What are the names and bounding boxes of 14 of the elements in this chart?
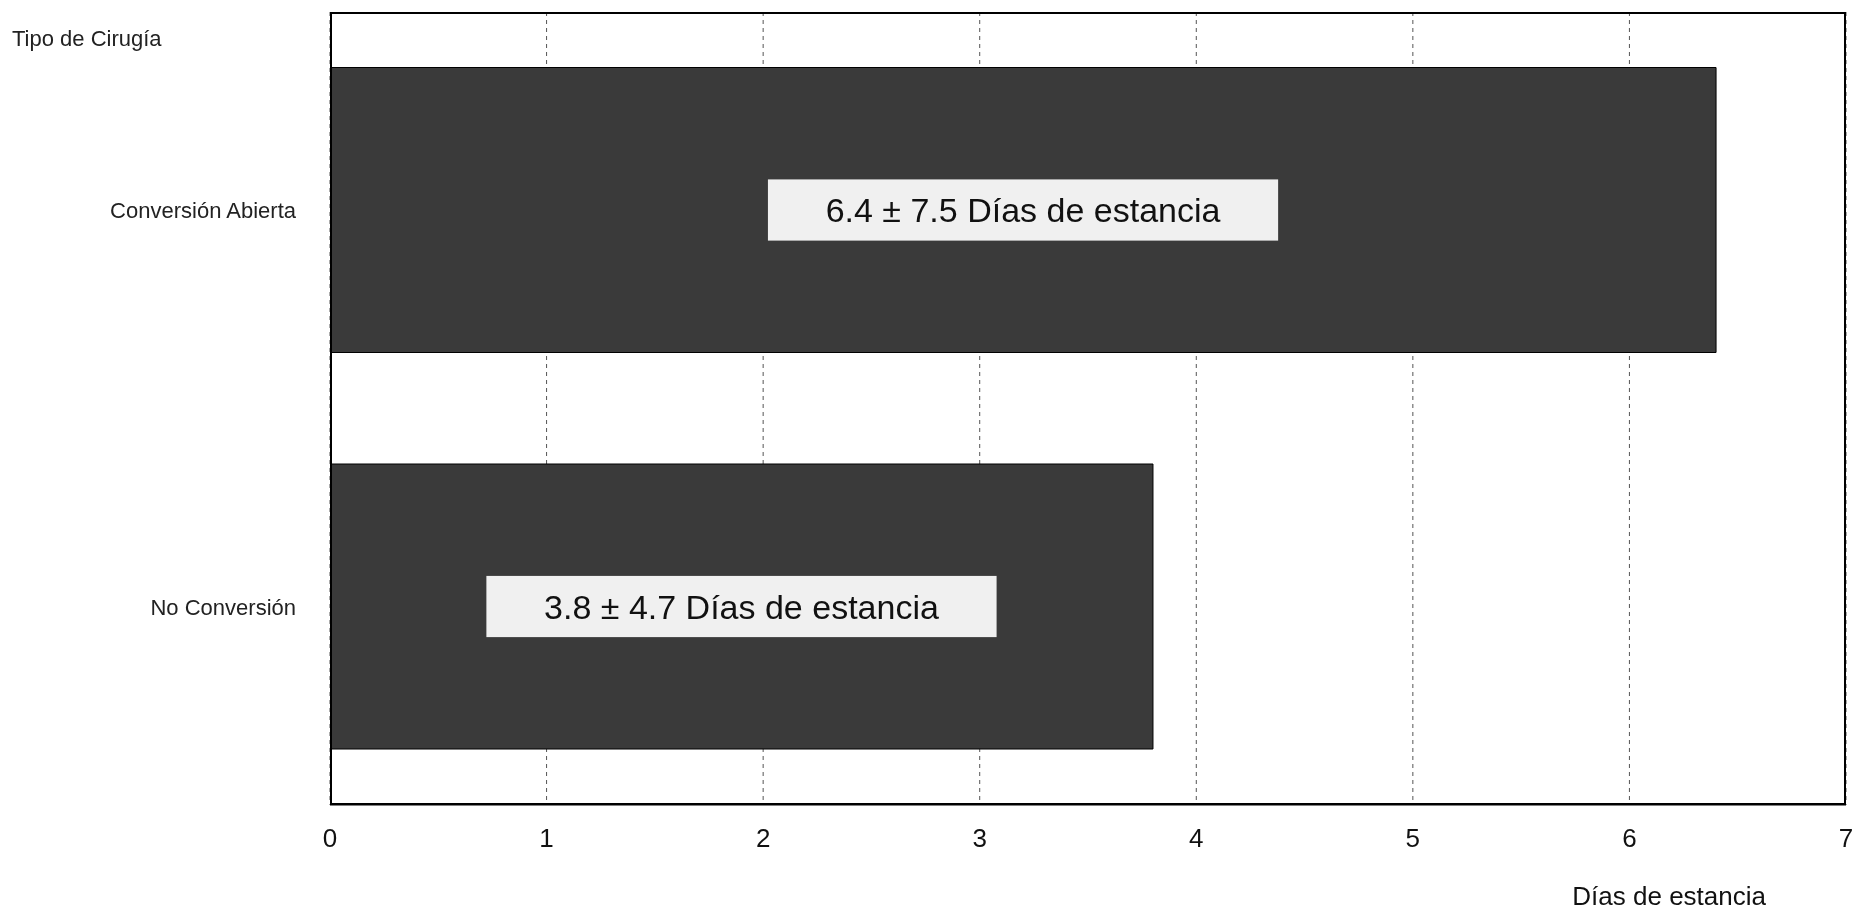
x-axis-title: Días de estancia xyxy=(1572,881,1767,911)
data-label: 6.4 ± 7.5 Días de estancia xyxy=(825,191,1221,230)
y-axis-title: Tipo de Cirugía xyxy=(12,26,162,52)
x-tick-label: 5 xyxy=(1405,823,1421,854)
x-tick-label: 4 xyxy=(1189,823,1204,854)
x-tick-label: 7 xyxy=(1838,823,1854,854)
y-tick-label: Conversión Abierta xyxy=(110,198,297,224)
x-tick-label: 1 xyxy=(539,823,554,854)
x-tick-label: 3 xyxy=(972,823,987,854)
x-tick-label: 2 xyxy=(755,823,771,854)
x-tick-label: 0 xyxy=(322,823,338,854)
data-label: 3.8 ± 4.7 Días de estancia xyxy=(544,587,939,626)
y-tick-label: No Conversión xyxy=(150,594,296,620)
x-tick-label: 6 xyxy=(1622,823,1637,854)
